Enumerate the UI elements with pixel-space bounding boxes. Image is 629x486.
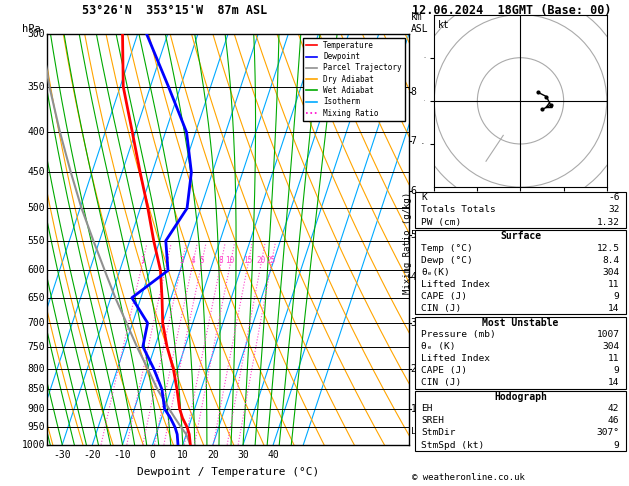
Text: SREH: SREH [421, 417, 445, 425]
Text: 14: 14 [608, 378, 620, 387]
Text: EH: EH [421, 404, 433, 414]
Text: 800: 800 [28, 364, 45, 374]
Text: 46: 46 [608, 417, 620, 425]
Text: 1: 1 [140, 256, 145, 265]
Text: 30: 30 [237, 450, 249, 460]
Text: 304: 304 [603, 342, 620, 351]
Text: Temp (°C): Temp (°C) [421, 244, 473, 253]
Text: hPa: hPa [22, 24, 41, 34]
Text: 11: 11 [608, 354, 620, 363]
Text: 300: 300 [28, 29, 45, 39]
Text: 9: 9 [614, 440, 620, 450]
Text: 1: 1 [411, 404, 416, 414]
Text: StmDir: StmDir [421, 429, 456, 437]
Text: Dewp (°C): Dewp (°C) [421, 256, 473, 265]
Bar [415, 391, 626, 451]
Text: 2: 2 [164, 256, 169, 265]
Text: 42: 42 [608, 404, 620, 414]
Text: 5: 5 [199, 256, 204, 265]
Text: LCL: LCL [411, 427, 427, 436]
Text: Pressure (mb): Pressure (mb) [421, 330, 496, 339]
Text: Lifted Index: Lifted Index [421, 280, 491, 289]
Text: 15: 15 [243, 256, 252, 265]
Text: -30: -30 [53, 450, 71, 460]
Text: 32: 32 [608, 206, 620, 214]
Text: 3: 3 [411, 318, 416, 328]
Bar [415, 230, 626, 314]
Text: Most Unstable: Most Unstable [482, 318, 559, 328]
Text: km
ASL: km ASL [411, 13, 428, 34]
Text: 8: 8 [411, 87, 416, 97]
Text: 304: 304 [603, 268, 620, 277]
Text: © weatheronline.co.uk: © weatheronline.co.uk [412, 473, 525, 482]
Text: 950: 950 [28, 422, 45, 432]
Text: 5: 5 [411, 229, 416, 240]
Text: CAPE (J): CAPE (J) [421, 292, 467, 301]
Text: 4: 4 [190, 256, 195, 265]
Text: 12.06.2024  18GMT (Base: 00): 12.06.2024 18GMT (Base: 00) [412, 4, 611, 17]
Text: kt: kt [438, 20, 450, 30]
Text: 20: 20 [207, 450, 219, 460]
Text: -20: -20 [84, 450, 101, 460]
Text: CAPE (J): CAPE (J) [421, 366, 467, 375]
Text: 550: 550 [28, 236, 45, 246]
Text: 9: 9 [614, 292, 620, 301]
Bar [415, 316, 626, 389]
Text: K: K [421, 193, 427, 203]
Text: 4: 4 [411, 272, 416, 282]
Text: 10: 10 [177, 450, 189, 460]
Text: 53°26'N  353°15'W  87m ASL: 53°26'N 353°15'W 87m ASL [82, 4, 267, 17]
Text: 8: 8 [218, 256, 223, 265]
Text: θₑ(K): θₑ(K) [421, 268, 450, 277]
Text: 6: 6 [411, 186, 416, 196]
Text: 25: 25 [267, 256, 276, 265]
Text: CIN (J): CIN (J) [421, 304, 462, 313]
Text: 1000: 1000 [22, 440, 45, 450]
Text: Mixing Ratio (g/kg): Mixing Ratio (g/kg) [403, 192, 412, 294]
Text: 307°: 307° [596, 429, 620, 437]
Text: 1007: 1007 [596, 330, 620, 339]
Text: 700: 700 [28, 318, 45, 328]
Text: 450: 450 [28, 167, 45, 177]
Text: 11: 11 [608, 280, 620, 289]
Text: 1.32: 1.32 [596, 218, 620, 226]
Text: 900: 900 [28, 404, 45, 414]
Text: 10: 10 [226, 256, 235, 265]
Text: 2: 2 [411, 364, 416, 374]
Text: -10: -10 [114, 450, 131, 460]
Text: 40: 40 [267, 450, 279, 460]
Text: 0: 0 [150, 450, 155, 460]
Text: 3: 3 [179, 256, 184, 265]
Text: 750: 750 [28, 342, 45, 351]
Text: -6: -6 [608, 193, 620, 203]
Text: 600: 600 [28, 265, 45, 276]
Text: θₑ (K): θₑ (K) [421, 342, 456, 351]
Text: Dewpoint / Temperature (°C): Dewpoint / Temperature (°C) [137, 467, 319, 477]
Text: 20: 20 [256, 256, 265, 265]
Text: Surface: Surface [500, 231, 541, 241]
Text: CIN (J): CIN (J) [421, 378, 462, 387]
Text: 850: 850 [28, 384, 45, 394]
Text: PW (cm): PW (cm) [421, 218, 462, 226]
Legend: Temperature, Dewpoint, Parcel Trajectory, Dry Adiabat, Wet Adiabat, Isotherm, Mi: Temperature, Dewpoint, Parcel Trajectory… [303, 38, 405, 121]
Text: 9: 9 [614, 366, 620, 375]
Text: 400: 400 [28, 127, 45, 137]
Text: 7: 7 [411, 136, 416, 146]
Text: Totals Totals: Totals Totals [421, 206, 496, 214]
Bar [415, 192, 626, 228]
Text: 14: 14 [608, 304, 620, 313]
Text: StmSpd (kt): StmSpd (kt) [421, 440, 485, 450]
Text: Lifted Index: Lifted Index [421, 354, 491, 363]
Text: 500: 500 [28, 203, 45, 213]
Text: 12.5: 12.5 [596, 244, 620, 253]
Text: Hodograph: Hodograph [494, 392, 547, 402]
Text: 650: 650 [28, 293, 45, 303]
Text: 350: 350 [28, 82, 45, 91]
Text: 8.4: 8.4 [603, 256, 620, 265]
